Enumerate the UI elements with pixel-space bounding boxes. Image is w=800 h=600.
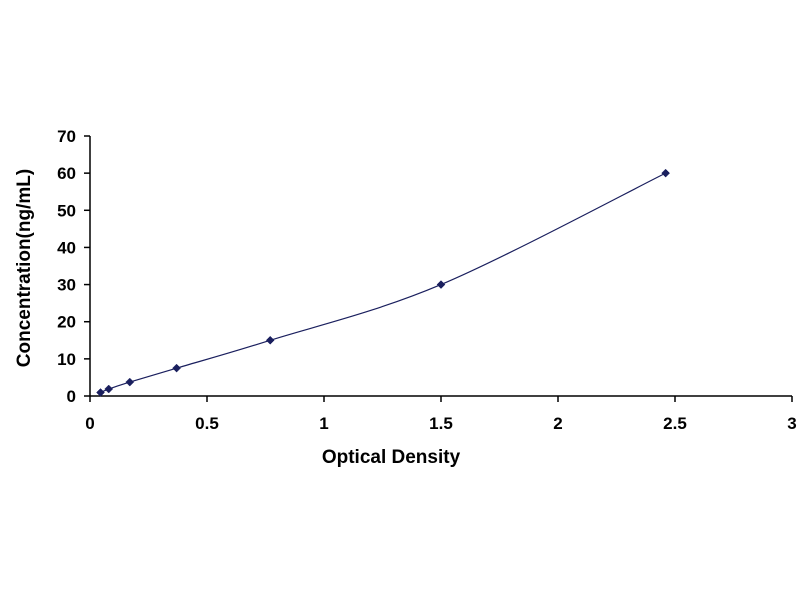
data-points (96, 168, 670, 397)
y-tick-label: 30 (57, 276, 76, 295)
x-axis-title: Optical Density (322, 447, 461, 468)
y-tick-label: 60 (57, 164, 76, 183)
y-tick-label: 10 (57, 350, 76, 369)
y-tick-label: 40 (57, 238, 76, 257)
y-tick-label: 50 (57, 201, 76, 220)
axis-ticks (84, 135, 793, 402)
y-axis-title: Concentration(ng/mL) (14, 169, 35, 367)
x-tick-label: 0 (85, 414, 94, 433)
x-tick-labels: 0 0.5 1 1.5 2 2.5 3 (85, 414, 796, 433)
y-tick-label: 20 (57, 313, 76, 332)
y-tick-label: 0 (67, 387, 76, 406)
data-point-marker (172, 363, 181, 373)
x-tick-label: 0.5 (195, 414, 219, 433)
data-point-marker (661, 168, 670, 178)
x-tick-label: 2 (553, 414, 562, 433)
data-point-marker (96, 388, 105, 397)
x-tick-label: 2.5 (663, 414, 687, 433)
x-tick-label: 1 (319, 414, 328, 433)
fit-curve-line (100, 172, 666, 394)
data-point-marker (265, 335, 275, 345)
x-tick-label: 3 (787, 414, 796, 433)
data-point-marker (436, 280, 446, 289)
y-tick-label: 70 (57, 127, 76, 146)
data-point-marker (104, 384, 114, 394)
data-point-marker (125, 377, 135, 387)
x-tick-label: 1.5 (429, 414, 453, 433)
y-tick-labels: 0 10 20 30 40 50 60 70 (57, 127, 76, 406)
